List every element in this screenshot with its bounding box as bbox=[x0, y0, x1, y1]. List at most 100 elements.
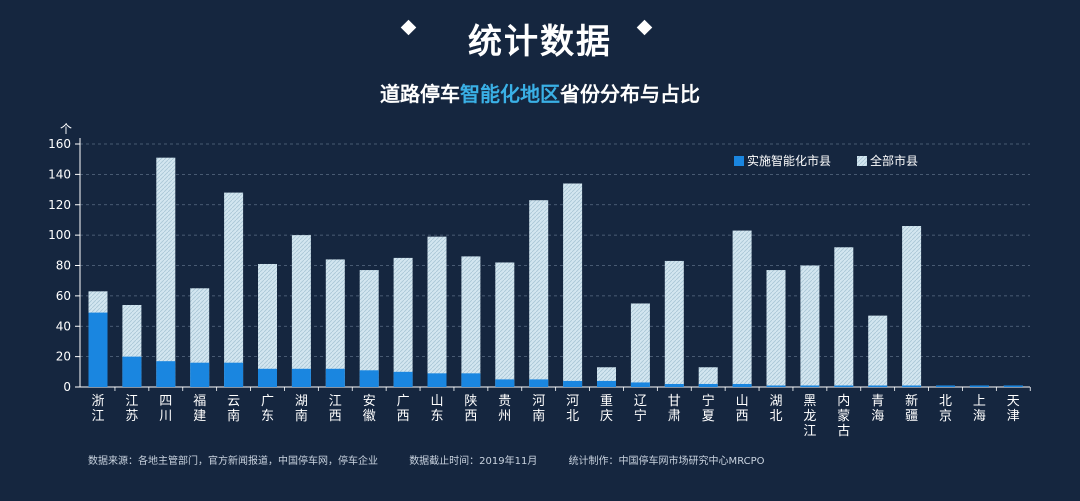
footer-producer: 统计制作：中国停车网市场研究中心MRCPO bbox=[568, 456, 765, 467]
x-tick-label: 青海 bbox=[871, 394, 884, 424]
legend: 实施智能化市县 全部市县 bbox=[734, 153, 918, 168]
bar-all-24 bbox=[902, 226, 922, 387]
y-tick-label: 120 bbox=[48, 198, 71, 212]
bar-implemented-27 bbox=[1003, 385, 1023, 387]
x-tick-label: 湖北 bbox=[769, 394, 782, 424]
x-tick-label: 黑龙江 bbox=[803, 394, 816, 439]
bar-all-11 bbox=[461, 256, 481, 387]
y-tick-label: 40 bbox=[56, 319, 71, 333]
chart-title-highlight: 智能化地区 bbox=[460, 82, 560, 106]
x-tick-label: 辽宁 bbox=[634, 394, 647, 424]
x-tick-label: 山西 bbox=[736, 394, 749, 424]
y-tick-label: 160 bbox=[48, 137, 71, 151]
bar-implemented-21 bbox=[800, 385, 820, 387]
x-tick-label: 四川 bbox=[159, 394, 172, 424]
x-tick-label: 广东 bbox=[261, 394, 274, 424]
bar-implemented-24 bbox=[902, 385, 922, 387]
legend-label-all: 全部市县 bbox=[870, 153, 918, 168]
legend-swatch-all bbox=[857, 156, 867, 166]
y-axis-unit-label: 个 bbox=[60, 122, 72, 136]
bar-implemented-19 bbox=[732, 383, 752, 387]
bar-all-9 bbox=[393, 257, 413, 387]
footer: 数据来源：各地主管部门，官方新闻报道，中国停车网，停车企业 数据截止时间：201… bbox=[88, 452, 793, 467]
bar-all-2 bbox=[156, 157, 176, 387]
bar-all-18 bbox=[698, 367, 718, 387]
bar-implemented-12 bbox=[495, 379, 515, 387]
x-tick-label: 内蒙古 bbox=[837, 393, 850, 439]
bar-implemented-1 bbox=[122, 356, 142, 387]
bar-implemented-9 bbox=[393, 371, 413, 387]
bar-implemented-14 bbox=[563, 380, 583, 387]
y-tick-label: 20 bbox=[56, 350, 71, 364]
legend-label-implemented: 实施智能化市县 bbox=[747, 153, 831, 168]
bar-implemented-26 bbox=[969, 385, 989, 387]
x-tick-label: 江苏 bbox=[125, 394, 138, 424]
bar-implemented-3 bbox=[190, 362, 210, 387]
bar-implemented-8 bbox=[359, 370, 379, 387]
bar-implemented-2 bbox=[156, 361, 176, 387]
x-tick-label: 河南 bbox=[532, 394, 545, 424]
x-tick-label: 湖南 bbox=[295, 394, 308, 424]
bar-implemented-11 bbox=[461, 373, 481, 387]
x-tick-label: 河北 bbox=[566, 394, 579, 424]
bar-all-19 bbox=[732, 230, 752, 387]
bar-all-13 bbox=[529, 200, 549, 387]
bar-implemented-18 bbox=[698, 383, 718, 387]
bar-implemented-25 bbox=[936, 385, 955, 387]
x-tick-label: 新疆 bbox=[905, 393, 918, 424]
x-tick-label: 广西 bbox=[397, 394, 410, 424]
bar-all-14 bbox=[563, 183, 583, 387]
x-tick-label: 上海 bbox=[973, 394, 986, 424]
y-tick-label: 60 bbox=[56, 289, 71, 303]
bar-all-3 bbox=[190, 288, 210, 387]
x-tick-label: 浙江 bbox=[91, 394, 104, 424]
bar-all-4 bbox=[224, 192, 244, 387]
bars bbox=[88, 157, 1023, 387]
bar-implemented-20 bbox=[766, 385, 786, 387]
grid-lines bbox=[80, 143, 1030, 358]
bar-all-20 bbox=[766, 270, 786, 387]
bar-implemented-4 bbox=[224, 362, 244, 387]
legend-swatch-implemented bbox=[734, 156, 744, 166]
bar-all-12 bbox=[495, 262, 515, 387]
bar-implemented-0 bbox=[88, 312, 108, 387]
bar-all-21 bbox=[800, 265, 820, 387]
x-tick-label: 云南 bbox=[227, 394, 240, 424]
bar-all-22 bbox=[834, 247, 854, 387]
x-tick-labels: 浙江江苏四川福建云南广东湖南江西安徽广西山东陕西贵州河南河北重庆辽宁甘肃宁夏山西… bbox=[91, 393, 1019, 439]
bar-implemented-10 bbox=[427, 373, 447, 387]
chart-title-pre: 道路停车 bbox=[380, 82, 460, 106]
footer-source: 数据来源：各地主管部门，官方新闻报道，中国停车网，停车企业 bbox=[88, 456, 378, 467]
bar-implemented-7 bbox=[325, 368, 345, 387]
x-tick-label: 陕西 bbox=[464, 394, 477, 424]
bar-implemented-23 bbox=[868, 385, 888, 387]
bar-implemented-17 bbox=[664, 383, 684, 387]
bar-implemented-22 bbox=[834, 385, 854, 387]
y-tick-label: 140 bbox=[48, 167, 71, 181]
y-tick-label: 80 bbox=[56, 259, 71, 273]
bar-all-5 bbox=[258, 263, 277, 387]
x-tick-label: 天津 bbox=[1007, 394, 1020, 424]
x-tick-label: 安徽 bbox=[363, 394, 376, 424]
page-title: 统计数据 bbox=[468, 22, 612, 62]
footer-cutoff: 数据截止时间：2019年11月 bbox=[409, 456, 538, 467]
bar-all-17 bbox=[664, 260, 684, 387]
bar-implemented-16 bbox=[630, 382, 650, 387]
chart-title: 道路停车智能化地区省份分布与占比 bbox=[0, 78, 1080, 107]
bar-implemented-13 bbox=[529, 379, 549, 387]
bar-implemented-5 bbox=[258, 368, 277, 387]
bar-all-23 bbox=[868, 315, 888, 387]
x-tick-label: 江西 bbox=[329, 394, 342, 424]
bar-all-6 bbox=[291, 235, 311, 387]
x-tick-label: 山东 bbox=[430, 394, 443, 424]
bar-all-7 bbox=[325, 259, 345, 387]
x-tick-label: 北京 bbox=[939, 394, 952, 424]
x-tick-label: 重庆 bbox=[600, 393, 613, 424]
x-tick-label: 贵州 bbox=[498, 394, 511, 424]
bar-implemented-6 bbox=[291, 368, 311, 387]
x-tick-label: 甘肃 bbox=[668, 394, 681, 424]
chart-title-post: 省份分布与占比 bbox=[560, 82, 700, 106]
bar-all-8 bbox=[359, 270, 379, 387]
bar-implemented-15 bbox=[597, 380, 616, 387]
